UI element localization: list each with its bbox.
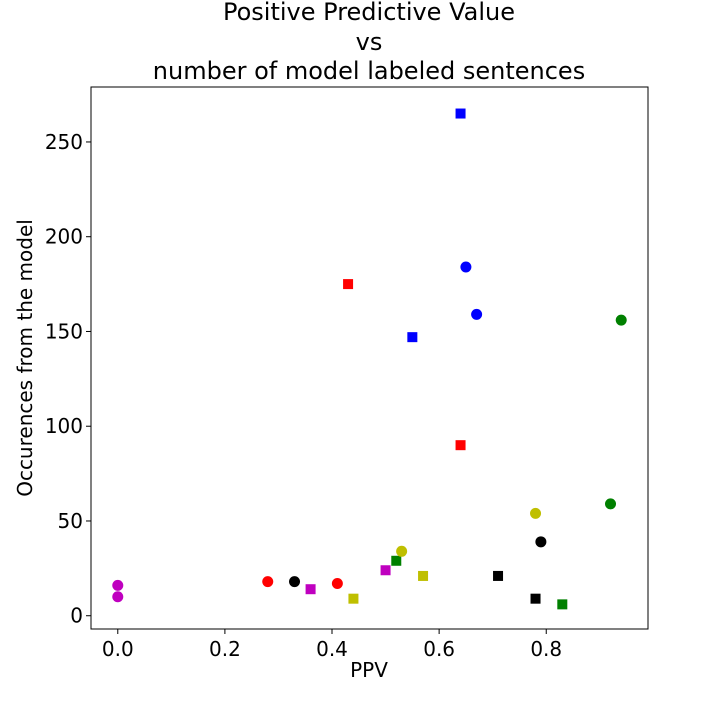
data-point-square bbox=[455, 440, 466, 451]
y-tick-label: 250 bbox=[45, 130, 83, 154]
x-tick-label: 0.0 bbox=[102, 637, 134, 661]
data-point-square bbox=[343, 279, 354, 290]
y-tick-label: 150 bbox=[45, 319, 83, 343]
y-tick-label: 0 bbox=[70, 604, 83, 628]
data-point-circle bbox=[530, 507, 542, 519]
data-point-circle bbox=[605, 498, 617, 510]
x-tick-label: 0.2 bbox=[209, 637, 241, 661]
data-point-circle bbox=[112, 579, 124, 591]
data-point-circle bbox=[396, 545, 408, 557]
data-point-square bbox=[418, 570, 429, 581]
data-point-circle bbox=[460, 261, 472, 273]
data-point-circle bbox=[289, 576, 301, 588]
data-point-square bbox=[380, 565, 391, 576]
y-tick-label: 50 bbox=[58, 509, 83, 533]
data-point-square bbox=[493, 570, 504, 581]
x-axis-label: PPV bbox=[350, 658, 388, 682]
x-tick-label: 0.8 bbox=[530, 637, 562, 661]
x-axis: 0.0 0.2 0.4 0.6 0.8 bbox=[102, 629, 562, 661]
y-axis-label: Occurences from the model bbox=[13, 219, 37, 497]
data-point-square bbox=[530, 593, 541, 604]
data-point-circle bbox=[535, 536, 547, 548]
data-point-circle bbox=[615, 314, 627, 326]
chart-title-line-1: Positive Predictive Value bbox=[223, 0, 515, 26]
plot-area bbox=[90, 86, 649, 630]
chart-title: Positive Predictive Value vs number of m… bbox=[153, 0, 585, 85]
x-tick-label: 0.4 bbox=[316, 637, 348, 661]
x-tick-label: 0.6 bbox=[423, 637, 455, 661]
data-point-circle bbox=[471, 308, 483, 320]
data-point-square bbox=[305, 584, 316, 595]
data-point-square bbox=[455, 108, 466, 119]
y-axis: 0 50 100 150 200 250 bbox=[45, 130, 91, 628]
y-tick-label: 200 bbox=[45, 225, 83, 249]
chart-title-line-3: number of model labeled sentences bbox=[153, 57, 585, 85]
data-point-square bbox=[348, 593, 359, 604]
data-points bbox=[112, 108, 627, 610]
data-point-square bbox=[407, 332, 418, 343]
data-point-circle bbox=[262, 576, 274, 588]
chart-title-line-2: vs bbox=[356, 28, 383, 56]
data-point-square bbox=[557, 599, 568, 610]
data-point-square bbox=[391, 555, 402, 566]
y-tick-label: 100 bbox=[45, 414, 83, 438]
data-point-circle bbox=[331, 578, 343, 590]
data-point-circle bbox=[112, 591, 124, 603]
